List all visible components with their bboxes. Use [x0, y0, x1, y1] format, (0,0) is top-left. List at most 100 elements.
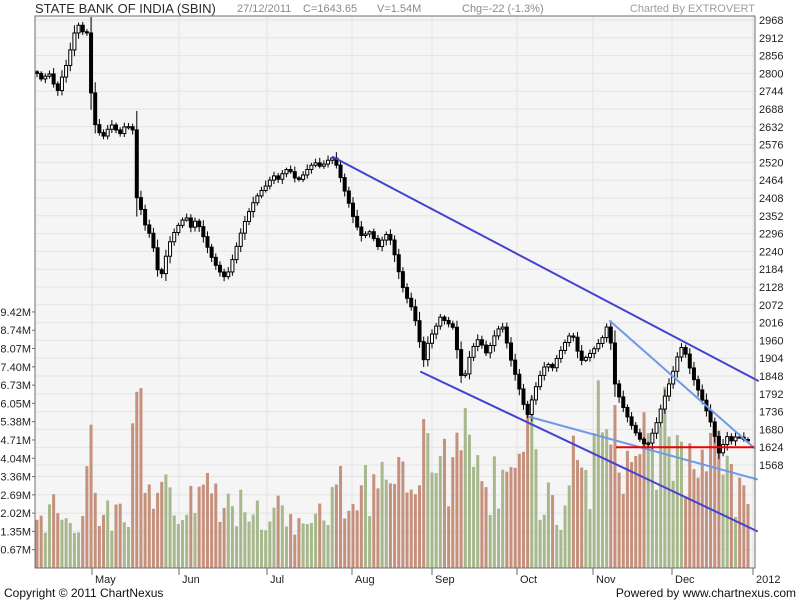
candle-up: [43, 75, 48, 80]
candle-down: [375, 238, 380, 248]
upper-channel-line[interactable]: [332, 156, 759, 382]
volume-bar: [114, 504, 118, 568]
candle-down: [700, 389, 705, 401]
volume-bar: [584, 470, 588, 568]
candle-down: [504, 326, 509, 344]
candle-up: [646, 442, 651, 445]
volume-bar: [284, 526, 288, 568]
candle-down: [217, 264, 222, 273]
candle-up: [542, 366, 547, 376]
volume-bar: [442, 438, 446, 568]
volume-bar: [89, 424, 93, 568]
volume-bar: [434, 473, 438, 568]
volume-bar: [455, 432, 459, 568]
candle-down: [484, 344, 489, 354]
candle-up: [238, 232, 243, 247]
volume-bar: [230, 506, 234, 568]
volume-bar: [81, 516, 85, 568]
volume-bar: [546, 482, 550, 568]
volume-bar: [746, 503, 750, 568]
candle-down: [446, 319, 451, 325]
candle-down: [39, 72, 44, 80]
candle-up: [721, 444, 726, 454]
volume-bar: [368, 516, 372, 568]
candle-up: [384, 234, 389, 241]
volume-bar: [476, 455, 480, 568]
candle-up: [546, 363, 551, 368]
volume-bar: [671, 480, 675, 568]
candle-up: [230, 259, 235, 273]
volume-bar: [422, 419, 426, 568]
candle-down: [691, 367, 696, 381]
volume-bar: [638, 454, 642, 568]
candle-down: [35, 71, 39, 74]
candle-up: [280, 173, 285, 180]
volume-bar: [372, 474, 376, 568]
svg-text:2576: 2576: [759, 140, 783, 152]
trendlines-layer[interactable]: [332, 156, 759, 533]
candle-up: [675, 356, 680, 372]
svg-text:2632: 2632: [759, 122, 783, 134]
candle-up: [488, 345, 493, 354]
quote-volume: V=1.54M: [377, 3, 422, 15]
svg-text:2744: 2744: [759, 86, 783, 98]
candle-down: [509, 342, 513, 361]
volume-bar: [688, 443, 692, 568]
volume-bar: [272, 507, 276, 568]
volume-bar: [721, 474, 725, 568]
svg-text:1680: 1680: [759, 424, 783, 436]
triangle-upper-line[interactable]: [609, 320, 755, 449]
svg-text:Jul: Jul: [270, 574, 284, 586]
candle-up: [72, 32, 77, 51]
candle-up: [596, 342, 601, 350]
candle-up: [529, 399, 534, 415]
svg-text:0.67M: 0.67M: [0, 545, 31, 557]
candle-up: [438, 316, 443, 327]
volume-bar: [93, 492, 97, 568]
candle-up: [600, 337, 605, 344]
volume-bar: [359, 485, 363, 568]
volume-bar: [642, 412, 646, 568]
candle-down: [143, 208, 148, 226]
candle-up: [272, 175, 276, 181]
candle-up: [563, 342, 568, 351]
candle-down: [633, 424, 638, 434]
volume-bar: [467, 434, 471, 568]
powered-by-link[interactable]: Powered by www.chartnexus.com: [615, 586, 796, 600]
candle-up: [588, 352, 592, 358]
candle-up: [168, 241, 173, 257]
candle-down: [288, 169, 293, 173]
candle-up: [193, 220, 197, 228]
candle-down: [642, 438, 647, 445]
volume-bar: [72, 532, 76, 568]
svg-text:1904: 1904: [759, 353, 783, 365]
volume-bar: [56, 513, 60, 568]
volume-bar: [235, 526, 239, 568]
candle-up: [554, 357, 559, 369]
candle-up: [309, 164, 314, 170]
volume-bar: [675, 435, 679, 568]
volume-bar: [197, 486, 201, 568]
volume-bar: [260, 529, 264, 568]
candle-up: [380, 239, 385, 248]
svg-text:1.35M: 1.35M: [0, 526, 31, 538]
candle-up: [305, 168, 310, 176]
candle-up: [263, 185, 268, 191]
lower-channel-line[interactable]: [420, 370, 758, 533]
volume-bar: [102, 514, 106, 568]
volume-bar: [663, 386, 667, 568]
volume-bar: [725, 455, 729, 568]
volume-bar: [580, 467, 584, 568]
candle-up: [64, 65, 69, 78]
volume-bar: [609, 444, 613, 568]
volume-bar: [388, 483, 392, 568]
candle-down: [188, 217, 193, 228]
volume-bar: [605, 429, 609, 568]
candle-down: [409, 297, 414, 308]
charted-by-label: Charted By EXTROVERT: [629, 3, 755, 15]
candle-up: [654, 422, 659, 434]
candle-down: [696, 379, 701, 391]
